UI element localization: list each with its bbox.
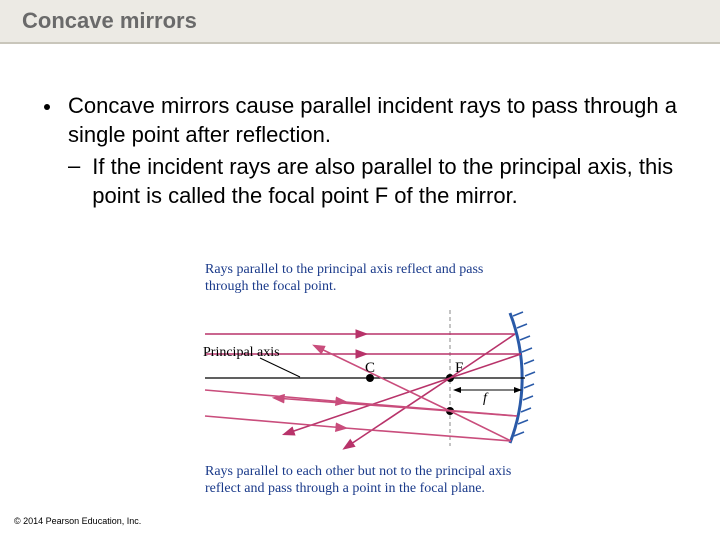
rays-oblique bbox=[205, 346, 517, 441]
bullet-main-row: Concave mirrors cause parallel incident … bbox=[40, 92, 680, 149]
label-f: F bbox=[455, 360, 463, 376]
label-c: C bbox=[365, 360, 375, 376]
label-principal-axis: Principal axis bbox=[203, 345, 280, 360]
content-area: Concave mirrors cause parallel incident … bbox=[0, 44, 720, 210]
diagram-caption-top: Rays parallel to the principal axis refl… bbox=[205, 262, 525, 296]
bullet-sub-text: If the incident rays are also parallel t… bbox=[92, 153, 680, 210]
copyright-text: © 2014 Pearson Education, Inc. bbox=[14, 516, 141, 526]
diagram-caption-bottom: Rays parallel to each other but not to t… bbox=[205, 464, 525, 498]
principal-axis-leader bbox=[260, 358, 300, 377]
bullet-sub-row: – If the incident rays are also parallel… bbox=[68, 153, 680, 210]
label-f-dist: f bbox=[483, 391, 489, 406]
mirror-diagram: Principal axis C F f bbox=[165, 298, 565, 478]
bullet-main-text: Concave mirrors cause parallel incident … bbox=[68, 92, 680, 149]
diagram-container: Rays parallel to the principal axis refl… bbox=[205, 262, 565, 532]
header-bar: Concave mirrors bbox=[0, 0, 720, 44]
bullet-dot-icon bbox=[44, 104, 50, 110]
dash-icon: – bbox=[68, 153, 80, 179]
slide-title: Concave mirrors bbox=[22, 8, 698, 34]
